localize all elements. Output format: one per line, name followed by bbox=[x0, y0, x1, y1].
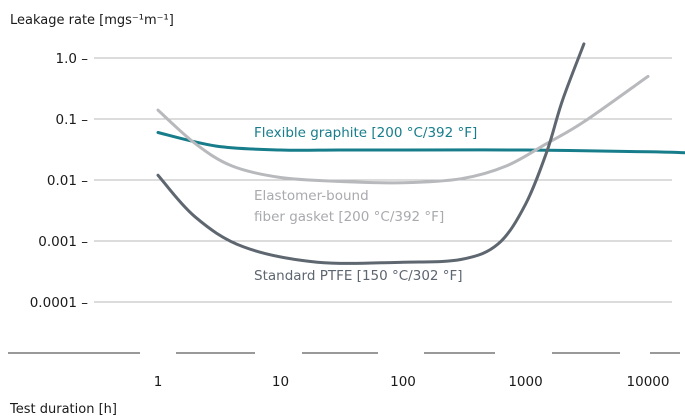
series-line-ptfe bbox=[156, 42, 586, 265]
x-tick-labels: 1 10 100 1000 10000 bbox=[154, 374, 670, 390]
x-tick-label: 10 bbox=[272, 374, 289, 390]
y-gridlines bbox=[94, 57, 672, 303]
series-label-elastomer: Elastomer-bound fiber gasket [200 °C/392… bbox=[254, 188, 444, 225]
y-tick-label: 0.01 – bbox=[47, 173, 88, 189]
y-tick-labels: 1.0 – 0.1 – 0.01 – 0.001 – 0.0001 – bbox=[30, 51, 89, 311]
y-tick-label: 0.0001 – bbox=[30, 295, 89, 311]
series-label-flexible-graphite: Flexible graphite [200 °C/392 °F] bbox=[254, 125, 477, 141]
x-tick-label: 100 bbox=[390, 374, 416, 390]
series-line-elastomer bbox=[156, 74, 650, 185]
y-tick-label: 0.001 – bbox=[38, 234, 88, 250]
x-tick-label: 1 bbox=[154, 374, 163, 390]
x-tick-label: 10000 bbox=[627, 374, 670, 390]
y-tick-label: 1.0 – bbox=[55, 51, 88, 67]
series-line-flexible-graphite bbox=[156, 131, 685, 155]
series-label-ptfe: Standard PTFE [150 °C/302 °F] bbox=[254, 268, 463, 284]
y-tick-label: 0.1 – bbox=[55, 112, 88, 128]
y-axis-title: Leakage rate [mgs⁻¹m⁻¹] bbox=[10, 13, 174, 28]
series-label-elastomer-line1: Elastomer-bound bbox=[254, 188, 369, 204]
series-label-elastomer-line2: fiber gasket [200 °C/392 °F] bbox=[254, 209, 444, 225]
x-tick-label: 1000 bbox=[508, 374, 542, 390]
x-axis-title: Test duration [h] bbox=[9, 402, 117, 417]
series-curves bbox=[156, 42, 685, 265]
